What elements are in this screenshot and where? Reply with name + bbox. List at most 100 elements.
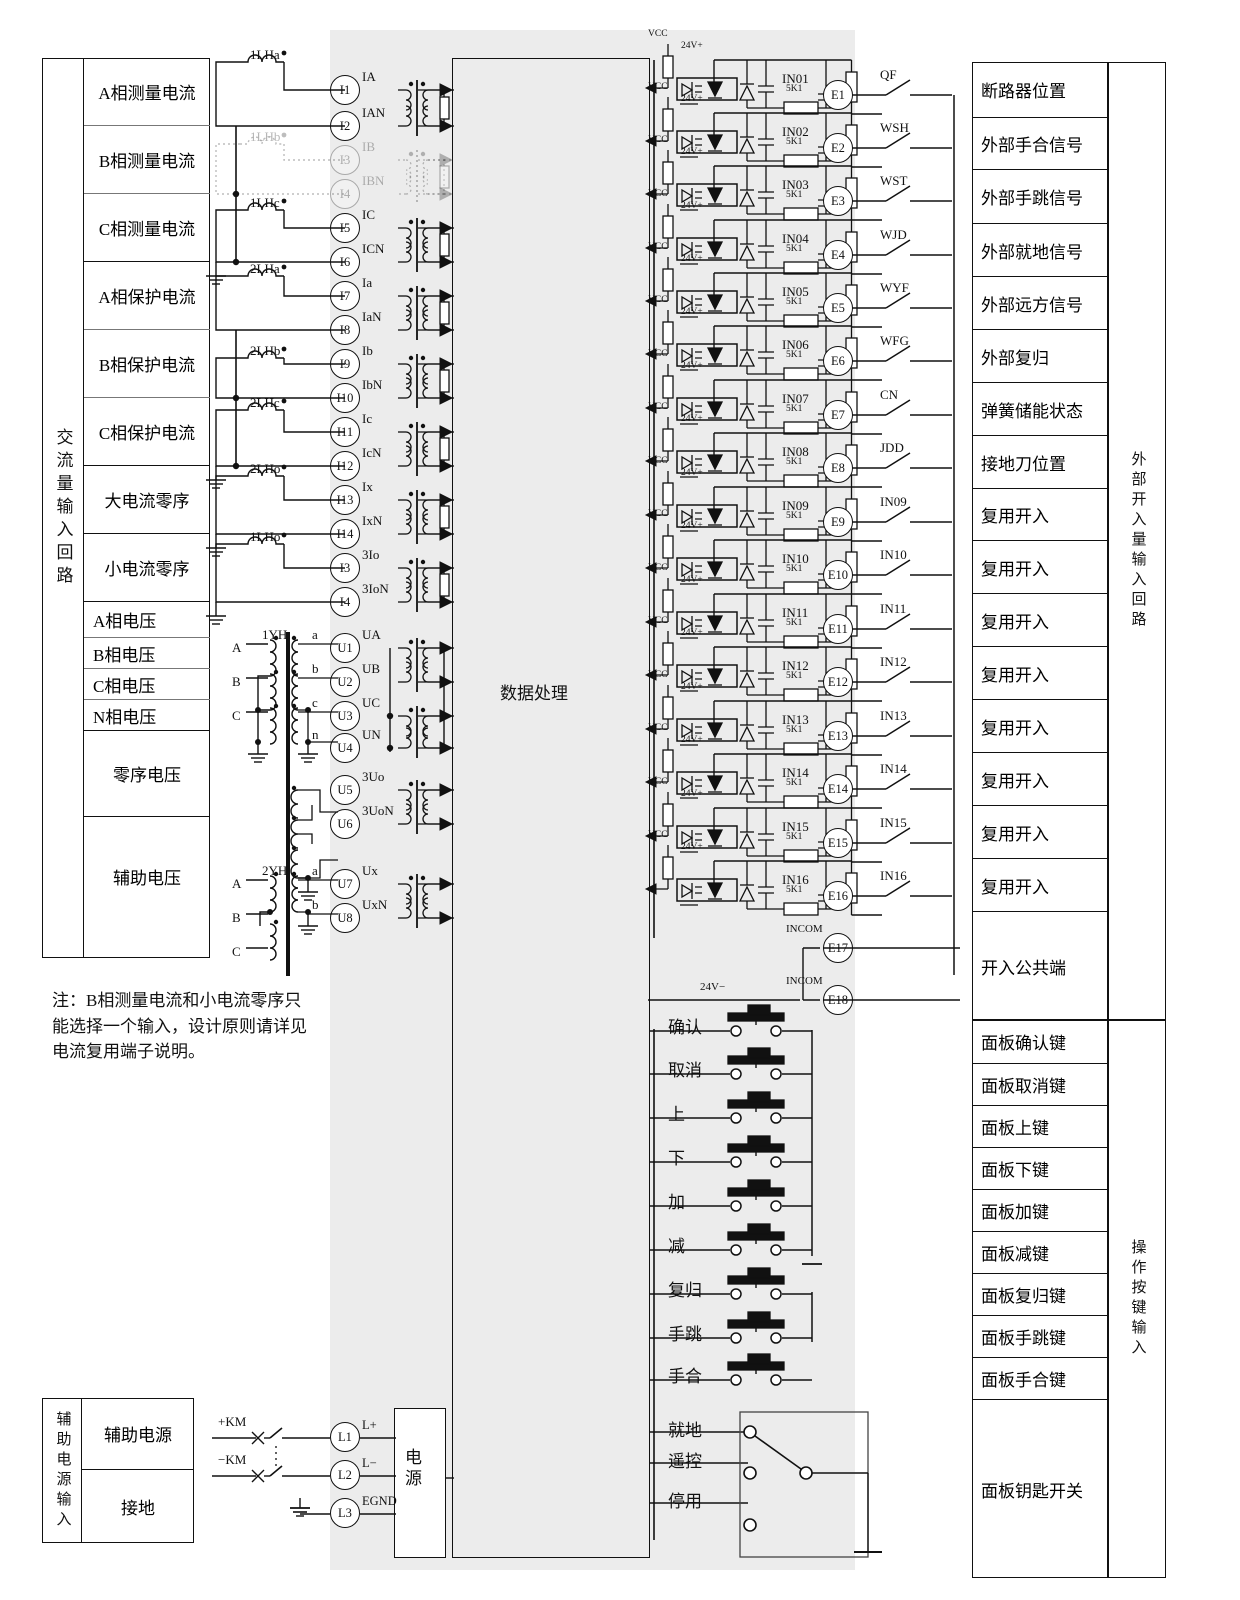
voltage-terminal-U1[interactable]: U1: [330, 633, 360, 663]
voltage-terminal-U7[interactable]: U7: [330, 869, 360, 899]
circuit-graphics: [852, 79, 952, 96]
di-terminal-E3[interactable]: E3: [823, 186, 853, 216]
circuit-graphics: [852, 720, 952, 737]
voltage-terminal-U6[interactable]: U6: [330, 809, 360, 839]
circuit-graphics: [446, 1477, 454, 1479]
circuit-graphics: [644, 685, 882, 756]
aux-power-row-0-label: 辅助电源: [104, 1426, 172, 1445]
di-rail-label-IN02: 24V+: [681, 94, 703, 104]
key-button-label-5: 减: [668, 1237, 685, 1256]
circuit-graphics: [650, 1502, 748, 1504]
ac-input-row-13-label: 辅助电压: [113, 868, 181, 888]
circuit-graphics: [852, 399, 952, 416]
current-signal-I2: IAN: [362, 105, 386, 120]
voltage-terminal-U4[interactable]: U4: [330, 733, 360, 763]
footnote: 注：B相测量电流和小电流零序只能选择一个输入，设计原则请详见电流复用端子说明。: [52, 988, 318, 1065]
circuit-graphics: [418, 83, 454, 609]
current-signal-I3: IB: [362, 139, 375, 154]
ac-input-row-5-label: C相保护电流: [98, 424, 196, 443]
pt2-phase-A: A: [232, 876, 242, 891]
circuit-graphics: [246, 868, 338, 976]
di-desc-label-common: 开入公共端: [981, 958, 1066, 978]
circuit-graphics: [852, 613, 952, 630]
di-switch-label-IN10: IN10: [880, 547, 907, 562]
voltage-terminal-U8[interactable]: U8: [330, 903, 360, 933]
di-vcc-label-IN06: VCC: [648, 295, 668, 305]
circuit-graphics: [650, 1091, 812, 1124]
di-vcc-label-IN01: VCC: [648, 29, 668, 39]
ac-input-row-11: N相电压: [84, 700, 210, 731]
di-resistor-label-IN11: 5K1: [786, 618, 803, 628]
di-terminal-E12[interactable]: E12: [823, 667, 853, 697]
di-terminal-E5[interactable]: E5: [823, 293, 853, 323]
di-terminal-E14[interactable]: E14: [823, 774, 853, 804]
power-terminal-L1[interactable]: L1: [330, 1422, 360, 1452]
di-channel-label-IN08: IN08: [782, 444, 809, 459]
voltage-signal-U8: UxN: [362, 897, 388, 912]
di-desc-row-IN03: 外部手跳信号: [972, 170, 1108, 224]
key-button-label-8: 手合: [668, 1367, 702, 1386]
voltage-terminal-U5[interactable]: U5: [330, 775, 360, 805]
di-terminal-E8[interactable]: E8: [823, 453, 853, 483]
di-desc-label-IN05: 外部远方信号: [981, 295, 1083, 315]
di-terminal-E16[interactable]: E16: [823, 881, 853, 911]
di-terminal-E4[interactable]: E4: [823, 240, 853, 270]
di-resistor-label-IN05: 5K1: [786, 297, 803, 307]
data-processing-block: [452, 58, 650, 1558]
di-vcc-label-IN13: VCC: [648, 670, 668, 680]
di-switch-label-IN12: IN12: [880, 654, 907, 669]
power-terminal-L2[interactable]: L2: [330, 1460, 360, 1490]
di-switch-label-IN11: IN11: [880, 601, 907, 616]
ct-label-1LHc: 1LHc: [250, 195, 280, 210]
di-desc-label-IN16: 复用开入: [981, 877, 1049, 897]
di-switch-label-WFG: WFG: [880, 333, 909, 348]
key-button-label-7: 手跳: [668, 1325, 702, 1344]
di-vcc-label-IN14: VCC: [648, 723, 668, 733]
di-vcc-label-IN12: VCC: [648, 616, 668, 626]
di-desc-row-IN10: 复用开入: [972, 541, 1108, 594]
current-signal-I6: ICN: [362, 241, 385, 256]
circuit-graphics: [852, 773, 952, 790]
circuit-graphics: [650, 1135, 812, 1168]
di-desc-label-IN04: 外部就地信号: [981, 242, 1083, 262]
di-vcc-label-IN05: VCC: [648, 242, 668, 252]
current-signal-I7: Ia: [362, 275, 373, 290]
key-desc-label-0: 面板确认键: [981, 1034, 1066, 1053]
di-terminal-E15[interactable]: E15: [823, 828, 853, 858]
di-desc-label-IN11: 复用开入: [981, 612, 1049, 632]
di-channel-label-IN16: IN16: [782, 872, 809, 887]
di-terminal-E13[interactable]: E13: [823, 721, 853, 751]
di-terminal-E2[interactable]: E2: [823, 133, 853, 163]
current-terminal-I3[interactable]: I3: [330, 145, 360, 175]
ac-input-row-9-label: B相电压: [93, 645, 156, 665]
di-common-label-E17: INCOM: [786, 923, 823, 935]
di-desc-row-IN12: 复用开入: [972, 647, 1108, 700]
di-resistor-label-IN06: 5K1: [786, 350, 803, 360]
footnote-text: 注：B相测量电流和小电流零序只能选择一个输入，设计原则请详见电流复用端子说明。: [52, 991, 307, 1061]
circuit-graphics: [823, 999, 960, 1001]
di-terminal-E9[interactable]: E9: [823, 507, 853, 537]
voltage-terminal-U3[interactable]: U3: [330, 701, 360, 731]
ac-input-row-7-label: 小电流零序: [104, 560, 190, 579]
di-rail-label-IN15: 24V+: [681, 789, 703, 799]
current-terminal-I4[interactable]: I4: [330, 179, 360, 209]
ac-input-row-7: 小电流零序: [84, 534, 210, 602]
voltage-terminal-U2[interactable]: U2: [330, 667, 360, 697]
ac-input-row-10: C相电压: [84, 669, 210, 700]
di-rail-label-IN10: 24V+: [681, 521, 703, 531]
di-rail-label-IN08: 24V+: [681, 414, 703, 424]
circuit-graphics: [398, 150, 454, 204]
di-switch-label-IN14: IN14: [880, 761, 907, 776]
voltage-signal-U7: Ux: [362, 863, 378, 878]
di-desc-row-IN16: 复用开入: [972, 859, 1108, 912]
power-signal-L3: EGND: [362, 1494, 397, 1508]
ac-input-row-3: A相保护电流: [84, 262, 210, 330]
di-vcc-label-IN07: VCC: [648, 349, 668, 359]
power-terminal-L3[interactable]: L3: [330, 1498, 360, 1528]
current-signal-I11: Ic: [362, 411, 373, 426]
key-switch-position-1: 遥控: [668, 1452, 702, 1471]
di-group-vlabel-text: 外部开入量输入回路: [1129, 451, 1146, 631]
circuit-graphics: [212, 1427, 330, 1517]
current-signal-I14: IxN: [362, 513, 383, 528]
ac-input-row-1: B相测量电流: [84, 126, 210, 194]
